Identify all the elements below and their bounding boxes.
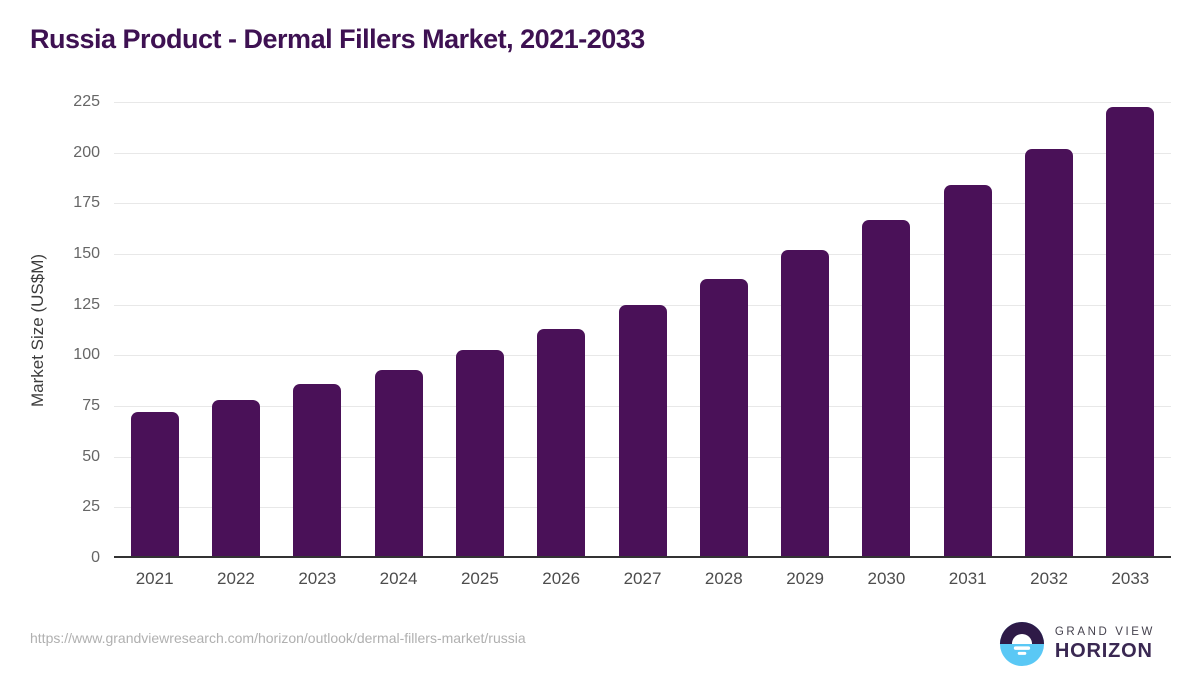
bar-2025: [455, 350, 504, 556]
x-tick-label-2032: 2032: [1030, 569, 1068, 588]
y-tick-label-25: 25: [82, 498, 100, 516]
gridline-200: [114, 152, 1171, 154]
y-tick-label-150: 150: [73, 245, 100, 262]
x-tick-label-2021: 2021: [135, 569, 174, 588]
y-tick-label-50: 50: [82, 447, 100, 465]
x-tick-label-2025: 2025: [460, 569, 499, 588]
grand-view-horizon-logo: GRAND VIEW HORIZON: [999, 621, 1155, 667]
bar-2031: [943, 185, 992, 556]
x-tick-label-2028: 2028: [704, 569, 743, 588]
logo-text: GRAND VIEW HORIZON: [1055, 626, 1155, 663]
bar-2030: [862, 219, 911, 556]
source-url-link[interactable]: https://www.grandviewresearch.com/horizo…: [30, 630, 526, 646]
bar-2028: [699, 279, 748, 556]
gridline-225: [114, 102, 1171, 103]
x-tick-label-2027: 2027: [623, 569, 662, 588]
y-axis-label: Market Size (US$M): [28, 253, 47, 407]
x-tick-label-2023: 2023: [298, 569, 337, 588]
plot-area: 0 25 50 75 100 125 150 175 200 225 2021 2022 2023 202…: [73, 93, 1171, 588]
bar-2029: [781, 249, 830, 556]
bar-2032: [1025, 148, 1074, 556]
y-tick-label-75: 75: [82, 397, 100, 414]
y-tick-label-225: 225: [73, 93, 100, 110]
bar-2022: [211, 399, 260, 556]
gridline-150: [114, 254, 1171, 255]
bar-2023: [293, 383, 342, 556]
bar-2026: [537, 329, 586, 556]
bar-2033: [1106, 107, 1155, 556]
x-tick-label-2033: 2033: [1111, 569, 1150, 588]
y-tick-label-175: 175: [73, 194, 100, 212]
page-title: Russia Product - Dermal Fillers Market, …: [30, 24, 645, 54]
bar-2027: [618, 304, 667, 556]
logo-horizon-label: HORIZON: [1054, 639, 1153, 662]
bar-2024: [374, 369, 423, 556]
y-tick-label-200: 200: [73, 143, 100, 161]
gridline-175: [114, 203, 1171, 205]
y-tick-label-125: 125: [73, 295, 100, 313]
x-tick-label-2030: 2030: [867, 569, 906, 588]
x-tick-label-2026: 2026: [542, 569, 581, 588]
y-tick-label-0: 0: [91, 549, 100, 566]
x-tick-label-2024: 2024: [379, 569, 418, 588]
x-tick-label-2031: 2031: [948, 569, 987, 588]
x-tick-label-2022: 2022: [217, 569, 255, 588]
x-tick-label-2029: 2029: [786, 569, 825, 588]
horizon-sun-logo-icon: [999, 621, 1044, 667]
logo-grand-view-label: GRAND VIEW: [1054, 625, 1155, 638]
bar-2021: [130, 412, 179, 556]
y-tick-label-100: 100: [73, 346, 100, 364]
